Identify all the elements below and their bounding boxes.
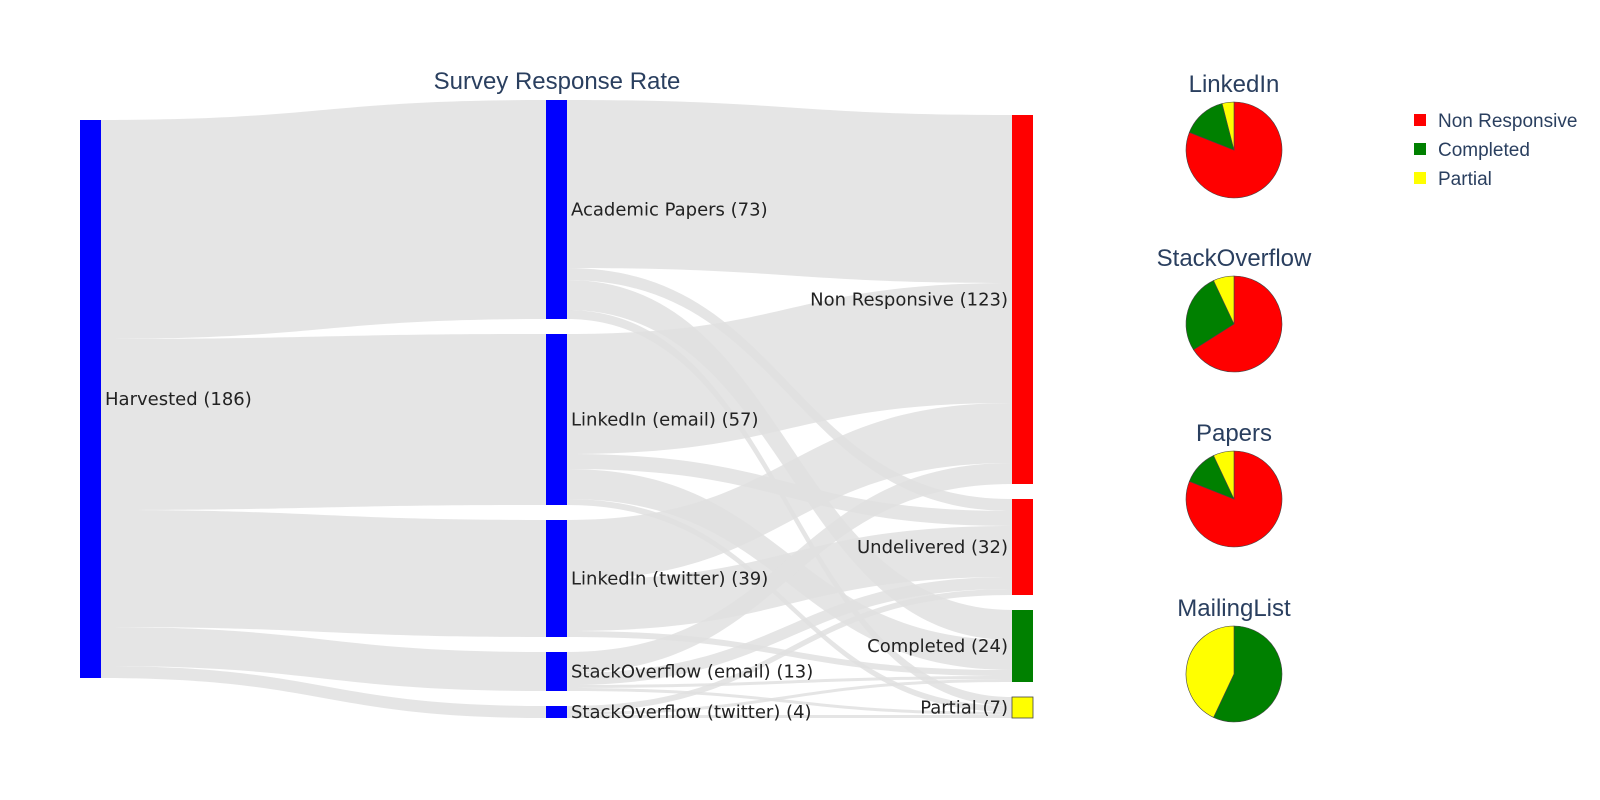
legend-label-partial: Partial <box>1438 169 1492 190</box>
pie-linkedin: LinkedIn <box>1185 71 1283 199</box>
sankey-link-papers-to-completed <box>567 280 1012 640</box>
pie-slice-stackoverflow-partial <box>1213 275 1235 325</box>
sankey-node-harvested <box>80 120 101 678</box>
sankey-node-label-completed: Completed (24) <box>867 636 1008 657</box>
sankey-link-li_twitter-to-nonresp <box>567 403 1012 580</box>
sankey-node-nonresp <box>1012 115 1033 484</box>
pie-slice-papers-non-responsive <box>1185 450 1283 548</box>
pie-title-linkedin: LinkedIn <box>1189 71 1280 98</box>
sankey-node-label-nonresp: Non Responsive (123) <box>810 290 1008 311</box>
sankey-link-harvested-to-li_twitter <box>101 510 546 637</box>
sankey-link-harvested-to-so_twitter <box>101 666 546 718</box>
sankey-link-so_email-to-nonresp <box>567 463 1012 673</box>
legend-label-completed: Completed <box>1438 140 1530 161</box>
sankey-link-harvested-to-so_email <box>101 627 546 691</box>
pie-title-mailinglist: MailingList <box>1177 595 1291 622</box>
sankey-nodes <box>80 100 1034 719</box>
pie-title-papers: Papers <box>1196 420 1272 447</box>
sankey-link-so_email-to-undeliv <box>567 577 1012 685</box>
legend-swatch-partial <box>1414 172 1426 184</box>
sankey-node-undeliv <box>1012 499 1033 595</box>
sankey-node-label-papers: Academic Papers (73) <box>571 200 768 221</box>
pie-slice-linkedin-partial <box>1221 101 1235 151</box>
pie-papers: Papers <box>1185 420 1283 548</box>
legend-label-non-responsive: Non Responsive <box>1438 111 1577 132</box>
pie-stackoverflow: StackOverflow <box>1157 245 1312 373</box>
sankey-link-so_email-to-completed <box>567 676 1012 688</box>
sankey-labels: Harvested (186) Academic Papers (73) Linke… <box>105 200 1008 724</box>
pie-slice-stackoverflow-non-responsive <box>1193 275 1283 373</box>
pie-title-stackoverflow: StackOverflow <box>1157 245 1312 272</box>
sankey-node-label-undeliv: Undelivered (32) <box>857 537 1008 558</box>
sankey-link-li_email-to-partial <box>567 499 1012 712</box>
pie-slice-stackoverflow-completed <box>1185 280 1235 351</box>
sankey-node-label-so_email: StackOverflow (email) (13) <box>571 662 813 683</box>
sankey-link-so_twitter-to-completed <box>567 679 1012 715</box>
legend: Non Responsive Completed Partial <box>1414 111 1577 190</box>
pie-slice-mailinglist-completed <box>1213 625 1283 723</box>
sankey-node-li_twitter <box>546 520 567 637</box>
sankey-node-papers <box>546 100 567 319</box>
sankey-link-harvested-to-papers <box>101 100 546 339</box>
sankey-link-so_email-to-partial <box>567 688 1012 715</box>
sankey-node-so_email <box>546 652 567 691</box>
sankey-link-papers-to-nonresp <box>567 100 1012 283</box>
sankey-link-so_twitter-to-undeliv <box>567 589 1012 712</box>
sankey-link-li_email-to-nonresp <box>567 283 1012 454</box>
pie-slice-mailinglist-partial <box>1185 625 1235 718</box>
sankey-node-label-partial: Partial (7) <box>920 698 1008 719</box>
sankey-node-so_twitter <box>546 706 567 718</box>
sankey-node-label-harvested: Harvested (186) <box>105 389 252 410</box>
pie-slice-papers-partial <box>1213 450 1235 500</box>
pie-mailinglist: MailingList <box>1177 595 1291 723</box>
pie-slice-linkedin-non-responsive <box>1185 101 1283 199</box>
sankey-node-li_email <box>546 334 567 505</box>
legend-swatch-completed <box>1414 143 1426 155</box>
legend-swatch-non-responsive <box>1414 114 1426 126</box>
sankey-node-label-so_twitter: StackOverflow (twitter) (4) <box>571 702 812 723</box>
sankey-link-so_twitter-to-partial <box>567 715 1012 718</box>
sankey-link-harvested-to-li_email <box>101 334 546 510</box>
sankey-node-label-li_twitter: LinkedIn (twitter) (39) <box>571 569 768 590</box>
sankey-node-label-li_email: LinkedIn (email) (57) <box>571 410 759 431</box>
sankey-title: Survey Response Rate <box>434 68 681 95</box>
sankey-node-completed <box>1012 610 1033 682</box>
sankey-links <box>101 100 1012 718</box>
sankey-node-partial <box>1011 696 1034 719</box>
pie-charts: LinkedIn StackOverflow Papers MailingList <box>1157 71 1312 723</box>
